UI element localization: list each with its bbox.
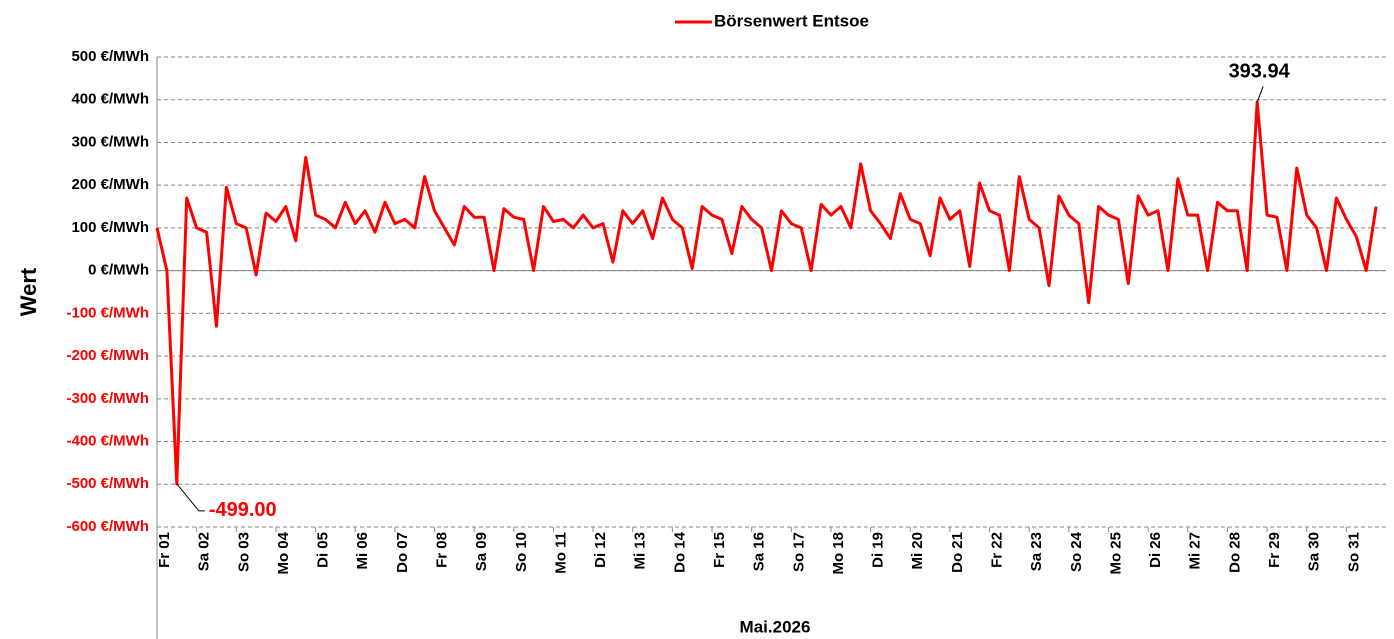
- x-tick-label: Mi 20: [909, 532, 926, 570]
- y-tick-label: -200 €/MWh: [66, 347, 149, 364]
- x-tick-label: So 24: [1068, 531, 1085, 572]
- annotation-leader: [1256, 86, 1264, 103]
- y-tick-label: 400 €/MWh: [71, 91, 149, 108]
- x-tick-label: So 03: [235, 532, 252, 572]
- value-label: 393.94: [1229, 61, 1291, 83]
- x-tick-label: Di 12: [592, 532, 609, 568]
- x-tick-label: So 17: [790, 532, 807, 572]
- x-axis-label: Mai.2026: [740, 617, 811, 636]
- x-tick-label: Mi 06: [354, 532, 371, 570]
- y-tick-label: 100 €/MWh: [71, 219, 149, 236]
- x-tick-label: Do 07: [394, 532, 411, 573]
- y-axis-label: Wert: [16, 267, 41, 316]
- x-tick-label: Do 21: [949, 532, 966, 573]
- y-tick-label: 200 €/MWh: [71, 176, 149, 193]
- x-tick-label: Di 26: [1147, 532, 1164, 568]
- x-tick-label: Fr 22: [989, 532, 1006, 568]
- y-tick-label: 300 €/MWh: [71, 133, 149, 150]
- y-tick-label: -500 €/MWh: [66, 475, 149, 492]
- x-tick-label: Fr 08: [433, 532, 450, 568]
- y-tick-label: -600 €/MWh: [66, 518, 149, 535]
- y-tick-label: -300 €/MWh: [66, 390, 149, 407]
- y-tick-label: -100 €/MWh: [66, 304, 149, 321]
- x-tick-label: Sa 30: [1306, 532, 1323, 571]
- x-tick-label: Fr 15: [711, 532, 728, 568]
- x-tick-label: Mo 11: [552, 532, 569, 574]
- x-tick-label: Mi 13: [632, 532, 649, 570]
- x-tick-label: Di 19: [870, 532, 887, 568]
- x-tick-label: Fr 01: [156, 532, 173, 568]
- x-tick-label: Sa 16: [751, 532, 768, 571]
- y-tick-label: -400 €/MWh: [66, 433, 149, 450]
- value-label: -499.00: [209, 499, 277, 521]
- x-tick-label: Sa 09: [473, 532, 490, 571]
- x-tick-label: Do 14: [671, 531, 688, 573]
- x-tick-label: Mo 25: [1107, 532, 1124, 575]
- x-tick-label: Mi 27: [1187, 532, 1204, 570]
- annotation-leader: [176, 483, 205, 512]
- x-tick-label: Di 05: [315, 532, 332, 568]
- x-tick-label: Do 28: [1226, 532, 1243, 573]
- legend-label: Börsenwert Entsoe: [714, 11, 869, 30]
- y-tick-label: 500 €/MWh: [71, 48, 149, 65]
- x-tick-label: Mo 18: [830, 532, 847, 575]
- x-tick-label: Sa 02: [196, 532, 213, 571]
- x-tick-label: So 10: [513, 532, 530, 572]
- x-tick-label: So 31: [1345, 532, 1362, 572]
- x-tick-label: Fr 29: [1266, 532, 1283, 568]
- y-tick-label: 0 €/MWh: [88, 262, 149, 279]
- series-line: [155, 100, 1378, 486]
- x-tick-label: Mo 04: [275, 531, 292, 574]
- x-tick-label: Sa 23: [1028, 532, 1045, 571]
